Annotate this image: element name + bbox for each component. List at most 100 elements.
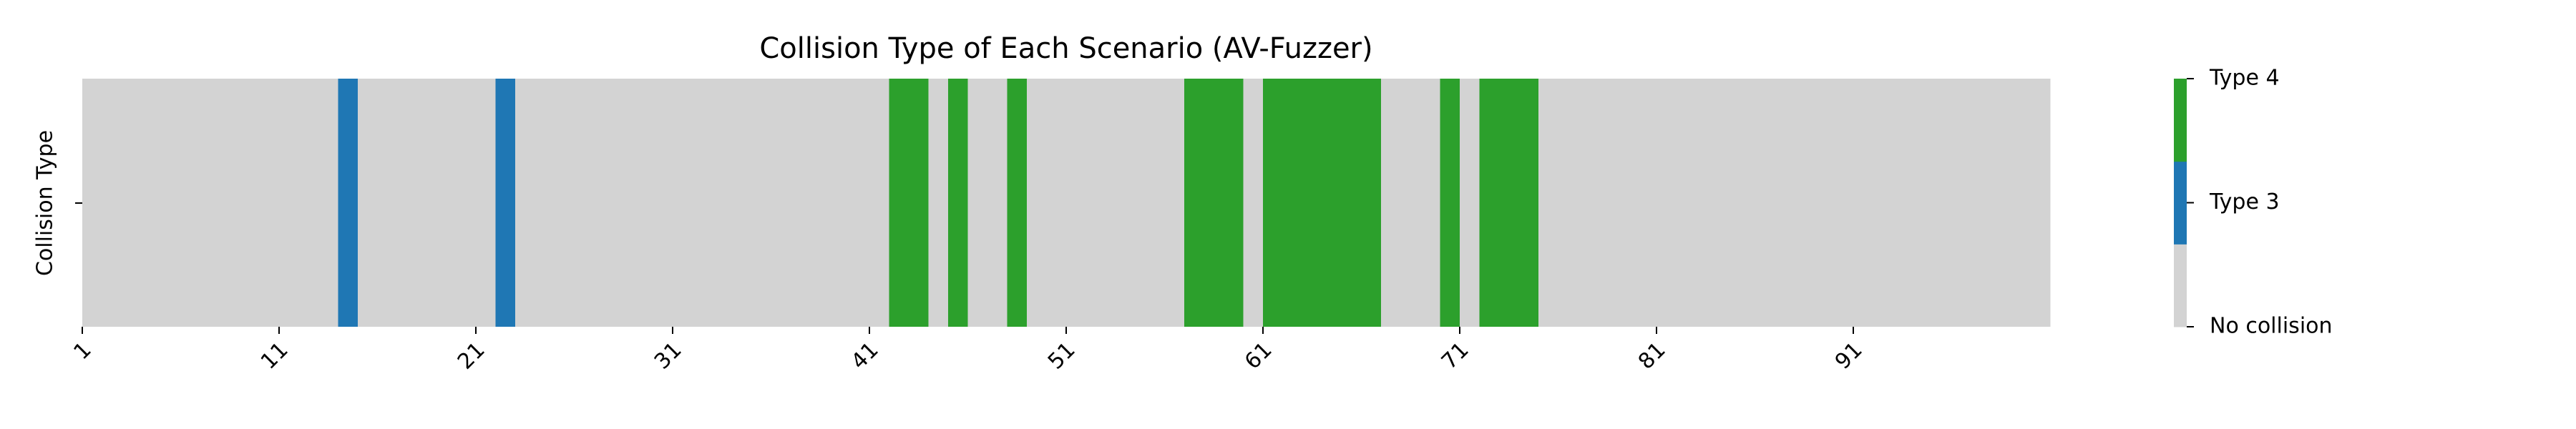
heatmap-cell <box>200 79 220 327</box>
heatmap-cell <box>849 79 870 327</box>
heatmap-cell <box>1027 79 1047 327</box>
heatmap-cell <box>298 79 319 327</box>
heatmap-cell <box>161 79 181 327</box>
heatmap-cell <box>1204 79 1224 327</box>
heatmap-cell <box>712 79 732 327</box>
x-tick-label: 41 <box>847 337 884 375</box>
heatmap-cell <box>1814 79 1834 327</box>
heatmap-cell <box>1558 79 1579 327</box>
heatmap-cell <box>1440 79 1460 327</box>
heatmap-cell <box>259 79 280 327</box>
heatmap-cell <box>2011 79 2031 327</box>
heatmap-cell <box>594 79 614 327</box>
heatmap-cell <box>1991 79 2011 327</box>
heatmap-cell <box>555 79 575 327</box>
colorbar-segment <box>2174 161 2187 245</box>
heatmap-cell <box>1833 79 1854 327</box>
heatmap-cell <box>1715 79 1736 327</box>
heatmap-cell <box>1636 79 1657 327</box>
heatmap-cell <box>377 79 398 327</box>
heatmap-cell <box>1085 79 1106 327</box>
heatmap-cell <box>180 79 201 327</box>
heatmap-cell <box>397 79 417 327</box>
heatmap-cell <box>318 79 338 327</box>
heatmap-cell <box>1951 79 1972 327</box>
heatmap-cell <box>515 79 535 327</box>
heatmap-cell <box>1794 79 1815 327</box>
heatmap-cell <box>987 79 1008 327</box>
heatmap-cell <box>1971 79 1991 327</box>
heatmap-cell <box>1538 79 1558 327</box>
heatmap-cell <box>633 79 653 327</box>
heatmap-cell <box>1125 79 1146 327</box>
heatmap-cell <box>1775 79 1795 327</box>
heatmap-cell <box>1617 79 1637 327</box>
heatmap-cell <box>1597 79 1618 327</box>
heatmap-cell <box>889 79 909 327</box>
colorbar-tick-label: Type 4 <box>2209 66 2280 91</box>
colorbar-segment <box>2174 244 2187 327</box>
heatmap-cell <box>1893 79 1913 327</box>
heatmap-cell <box>1381 79 1401 327</box>
x-tick-label: 61 <box>1240 337 1277 375</box>
colorbar-segment <box>2174 79 2187 162</box>
x-tick-label: 71 <box>1437 337 1474 375</box>
x-tick-label: 31 <box>650 337 687 375</box>
heatmap-cell <box>1518 79 1539 327</box>
x-tick-label: 91 <box>1830 337 1868 375</box>
heatmap-cell <box>1873 79 1893 327</box>
heatmap-cell <box>731 79 752 327</box>
heatmap-cell <box>810 79 831 327</box>
heatmap-cell <box>1263 79 1283 327</box>
heatmap-cell <box>1184 79 1204 327</box>
heatmap-cell <box>416 79 437 327</box>
heatmap-cell <box>1676 79 1697 327</box>
heatmap-cell <box>1755 79 1775 327</box>
heatmap-cell <box>535 79 555 327</box>
heatmap-cell <box>476 79 496 327</box>
x-tick-label: 11 <box>256 337 293 375</box>
heatmap-cell <box>1164 79 1185 327</box>
colorbar-tick-label: No collision <box>2210 314 2333 339</box>
heatmap-cell <box>1499 79 1519 327</box>
heatmap-cell <box>967 79 988 327</box>
heatmap-cell <box>1479 79 1500 327</box>
heatmap-cell <box>1342 79 1362 327</box>
heatmap-cell <box>456 79 477 327</box>
colorbar-tick-label: Type 3 <box>2209 189 2280 214</box>
heatmap-cell <box>1302 79 1322 327</box>
heatmap-cell <box>673 79 693 327</box>
heatmap-cell <box>1696 79 1716 327</box>
heatmap-cell <box>613 79 634 327</box>
heatmap-cell <box>1282 79 1303 327</box>
heatmap-cell <box>1912 79 1933 327</box>
heatmap-cell <box>869 79 889 327</box>
x-tick-label: 21 <box>453 337 490 375</box>
heatmap-cell <box>830 79 850 327</box>
heatmap-cell <box>771 79 791 327</box>
heatmap-cell <box>495 79 516 327</box>
heatmap-cell <box>436 79 457 327</box>
heatmap-cell <box>1460 79 1480 327</box>
heatmap-cell <box>1007 79 1028 327</box>
chart-title: Collision Type of Each Scenario (AV-Fuzz… <box>759 32 1372 65</box>
heatmap-cell <box>574 79 595 327</box>
heatmap-cell <box>1932 79 1952 327</box>
heatmap-cell <box>1657 79 1677 327</box>
heatmap-cell <box>1243 79 1264 327</box>
heatmap-cell <box>1420 79 1440 327</box>
heatmap-cell <box>279 79 299 327</box>
heatmap-cell <box>948 79 968 327</box>
heatmap-cell <box>1322 79 1342 327</box>
heatmap-cell <box>82 79 102 327</box>
y-axis-label: Collision Type <box>33 130 58 276</box>
heatmap-cell <box>1046 79 1067 327</box>
heatmap-cell <box>1735 79 1755 327</box>
heatmap-cell <box>338 79 358 327</box>
x-tick-label: 1 <box>69 337 96 365</box>
heatmap-cell <box>1066 79 1086 327</box>
heatmap-cell <box>1853 79 1873 327</box>
heatmap-cell <box>220 79 240 327</box>
